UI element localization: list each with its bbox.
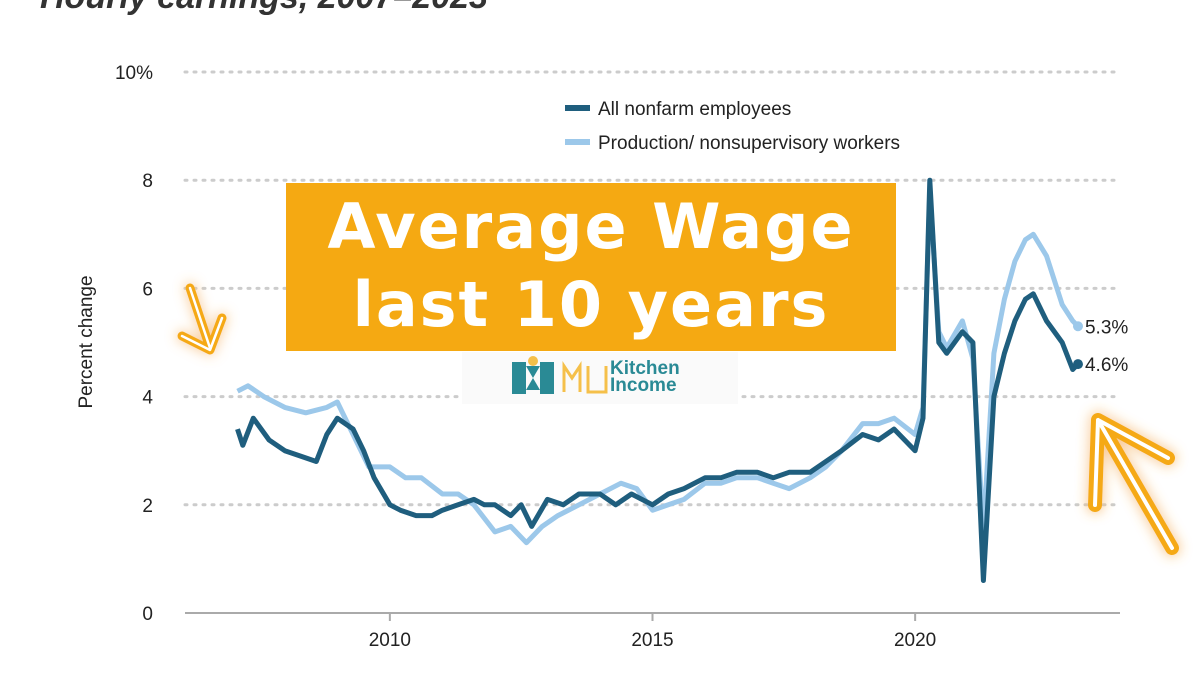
headline-line-2: last 10 years (352, 268, 830, 341)
y-tick-label: 0 (142, 604, 153, 625)
series-end-label: 4.6% (1085, 355, 1128, 376)
y-tick-label: 4 (142, 388, 153, 409)
headline-banner: Average Wage last 10 years (286, 183, 896, 351)
y-tick-label: 2 (142, 496, 153, 517)
y-tick-label: 10% (115, 63, 153, 84)
x-tick-label: 2020 (894, 630, 936, 651)
series-end-point (1072, 321, 1083, 332)
legend-label-all-nonfarm: All nonfarm employees (598, 99, 791, 120)
y-axis-label: Percent change (76, 275, 97, 408)
chart-title: Hourly earnings, 2007–2023 (40, 0, 488, 17)
series-end-label: 5.3% (1085, 317, 1128, 338)
logo: Kitchen Income (462, 352, 738, 404)
y-tick-label: 6 (142, 279, 153, 300)
arrow-up-left-icon (1088, 413, 1179, 555)
logo-text-kitchen: Kitchen (610, 358, 680, 379)
x-tick-label: 2010 (369, 630, 411, 651)
arrow-down-left-icon (177, 283, 227, 355)
x-tick-label: 2015 (631, 630, 673, 651)
logo-text-income: Income (610, 375, 677, 396)
series-end-point (1072, 359, 1083, 370)
legend-label-production: Production/ nonsupervisory workers (598, 133, 900, 154)
legend: All nonfarm employees Production/ nonsup… (565, 99, 900, 154)
logo-mark-icon (512, 356, 608, 394)
headline-line-1: Average Wage (327, 190, 855, 263)
y-tick-label: 8 (142, 171, 153, 192)
series-line-all-nonfarm (235, 177, 1080, 583)
